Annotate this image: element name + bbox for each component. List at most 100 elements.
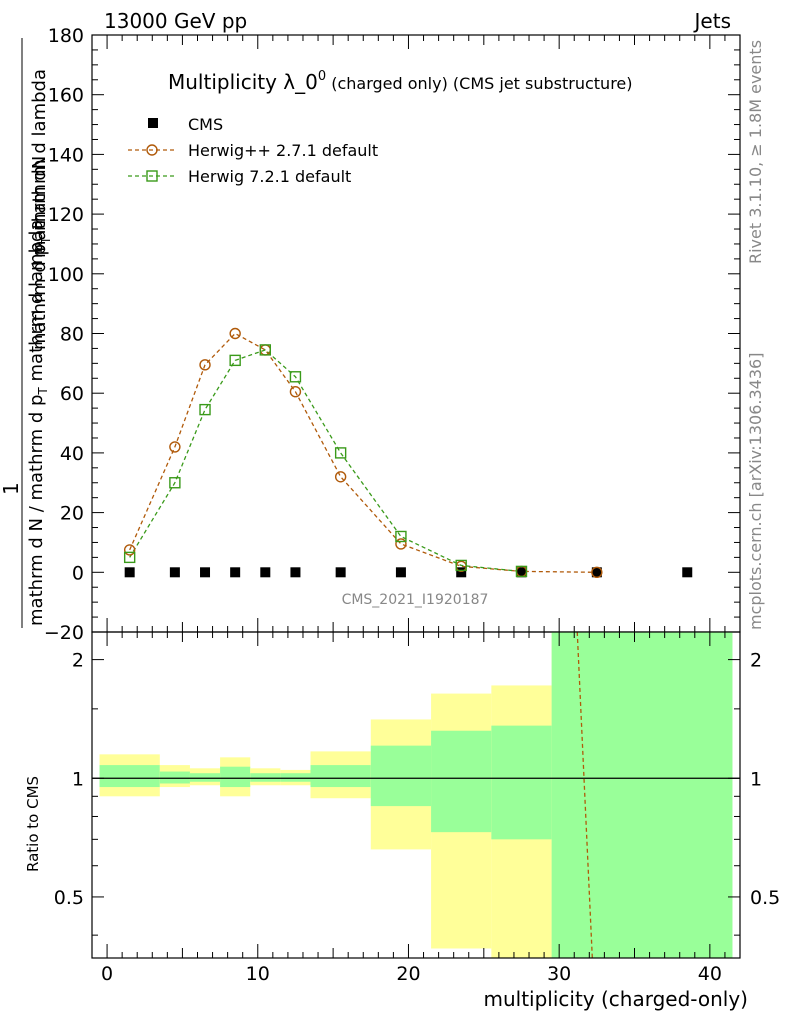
cms-point-4 <box>260 567 271 578</box>
cms-point-2 <box>200 567 211 578</box>
y-label-denominator-pre: mathrm d N / mathrm d p <box>26 395 47 626</box>
herwig7-point-9 <box>515 565 528 578</box>
ratio-band-green-8 <box>431 730 492 833</box>
cms-point-8 <box>456 567 467 578</box>
y-label-numerator-sub: T <box>39 236 53 245</box>
ratio-band-green-2 <box>189 773 221 782</box>
herwigpp-point-10 <box>591 566 603 578</box>
y-label-numerator-dn: mathrm dN <box>29 156 50 258</box>
legend-label-herwigpp: Herwig++ 2.7.1 default <box>188 141 378 160</box>
cms-point-5 <box>290 567 301 578</box>
ratio-plot-area: 0 10 20 30 40 0.5 0.5 1 1 2 2 <box>54 631 780 985</box>
herwig7-point-5 <box>289 371 302 383</box>
process-label: Jets <box>693 9 731 33</box>
main-ytick-label-2: 20 <box>60 503 84 525</box>
x-tick-label-1: 10 <box>246 963 270 985</box>
x-tick-label-3: 30 <box>547 963 571 985</box>
legend-label-cms: CMS <box>188 115 223 134</box>
main-ytick-label-4: 60 <box>60 383 84 405</box>
ratio-band-green-0 <box>99 765 160 788</box>
ratio-ytick-label-right-0: 0.5 <box>750 887 780 909</box>
legend: CMS Herwig++ 2.7.1 default Herwig 7.2.1 … <box>128 115 378 186</box>
ratio-band-green-1 <box>159 771 190 784</box>
plot-title: Multiplicity λ_00 (charged only) (CMS je… <box>168 69 633 94</box>
main-ytick-label-8: 140 <box>48 144 84 166</box>
herwig7-point-8 <box>455 559 467 572</box>
series-line-2 <box>129 349 522 573</box>
ratio-frame <box>91 631 741 959</box>
rivet-version-label: Rivet 3.1.10, ≥ 1.8M events <box>746 40 765 264</box>
herwigpp-point-3 <box>229 327 241 340</box>
x-tick-label-0: 0 <box>101 963 113 985</box>
x-tick-label-2: 20 <box>396 963 420 985</box>
plot-title-suffix: (charged only) (CMS jet substructure) <box>326 74 632 93</box>
main-ytick-label-7: 120 <box>48 204 84 226</box>
main-ytick-label-1: 0 <box>72 562 84 584</box>
cms-point-7 <box>395 567 406 578</box>
main-y-axis-label: mathrm dN mathrm d pT mathrm d lambda 1 … <box>0 38 53 628</box>
cms-point-1 <box>169 567 180 578</box>
ratio-band-green-3 <box>220 766 251 788</box>
cms-point-6 <box>335 567 346 578</box>
y-label-denominator-sub: T <box>36 387 50 396</box>
herwig7-point-6 <box>334 447 347 459</box>
ratio-band-green-10 <box>551 632 733 958</box>
ratio-ytick-label-right-1: 1 <box>750 768 762 790</box>
y-label-numerator-pre: mathrm d p <box>29 244 50 350</box>
main-ytick-label-5: 80 <box>60 324 84 346</box>
main-ytick-label-10: 180 <box>48 25 84 47</box>
y-label-numerator-rest: mathrm d pT mathrm d lambda <box>29 69 53 350</box>
main-ytick-label-3: 40 <box>60 443 84 465</box>
x-axis-label: multiplicity (charged-only) <box>483 987 748 1011</box>
energy-label: 13000 GeV pp <box>104 9 247 33</box>
plot-title-main: Multiplicity λ_0 <box>168 70 318 94</box>
herwigpp-point-6 <box>334 471 347 483</box>
cms-point-11 <box>682 567 693 578</box>
ratio-y-label: Ratio to CMS <box>24 776 42 872</box>
legend-marker-herwigpp <box>146 144 158 156</box>
mcplots-label: mcplots.cern.ch [arXiv:1306.3436] <box>746 353 765 630</box>
legend-marker-herwig7 <box>146 170 158 182</box>
herwigpp-point-5 <box>289 386 302 398</box>
y-label-numerator: mathrm dN <box>29 156 50 258</box>
ratio-ytick-label-left-2: 2 <box>72 650 84 672</box>
series-line-1 <box>129 332 597 573</box>
herwigpp-point-7 <box>395 538 407 550</box>
y-label-denominator-post: mathrm d lambda <box>26 220 47 388</box>
y-label-denominator: mathrm d N / mathrm d pT mathrm d lambda <box>26 220 50 626</box>
ratio-band-green-6 <box>310 765 371 788</box>
cms-point-10 <box>591 567 602 578</box>
cms-point-3 <box>230 567 241 578</box>
ratio-band-green-4 <box>250 773 281 782</box>
ratio-band-green-5 <box>280 773 311 782</box>
legend-label-herwig7: Herwig 7.2.1 default <box>188 167 351 186</box>
cms-point-9 <box>516 567 527 578</box>
x-tick-label-4: 40 <box>698 963 722 985</box>
ratio-ytick-label-left-1: 1 <box>72 768 84 790</box>
main-ytick-label-9: 160 <box>48 85 84 107</box>
main-ytick-label-6: 100 <box>48 264 84 286</box>
ratio-line-0 <box>576 631 593 959</box>
main-plot-area: −20 0 20 40 60 80 100 120 140 160 180 <box>44 25 741 644</box>
herwigpp-point-0 <box>123 544 136 556</box>
herwigpp-point-2 <box>199 359 211 371</box>
herwig7-point-0 <box>123 551 136 564</box>
ratio-band-green-9 <box>491 725 552 840</box>
y-label-numerator-post: mathrm d lambda <box>29 69 50 237</box>
cms-point-0 <box>124 567 135 578</box>
herwig7-point-4 <box>259 344 272 356</box>
herwig7-point-1 <box>169 477 181 489</box>
ratio-ytick-label-left-0: 0.5 <box>54 887 84 909</box>
herwig7-point-2 <box>199 403 211 416</box>
main-panel: −20 0 20 40 60 80 100 120 140 160 180 CMS_2021_I19… <box>0 25 741 644</box>
y-label-one: 1 <box>0 482 23 495</box>
plot-title-superscript: 0 <box>318 69 326 84</box>
herwig7-point-7 <box>395 530 407 543</box>
ratio-panel: 0 10 20 30 40 0.5 0.5 1 1 2 2 Ratio to CMS multipl… <box>24 631 780 1011</box>
analysis-watermark: CMS_2021_I1920187 <box>342 592 489 608</box>
herwigpp-point-1 <box>169 441 181 453</box>
herwig7-point-3 <box>229 354 241 367</box>
ratio-ytick-label-right-2: 2 <box>750 650 762 672</box>
ratio-band-green-7 <box>370 745 432 807</box>
